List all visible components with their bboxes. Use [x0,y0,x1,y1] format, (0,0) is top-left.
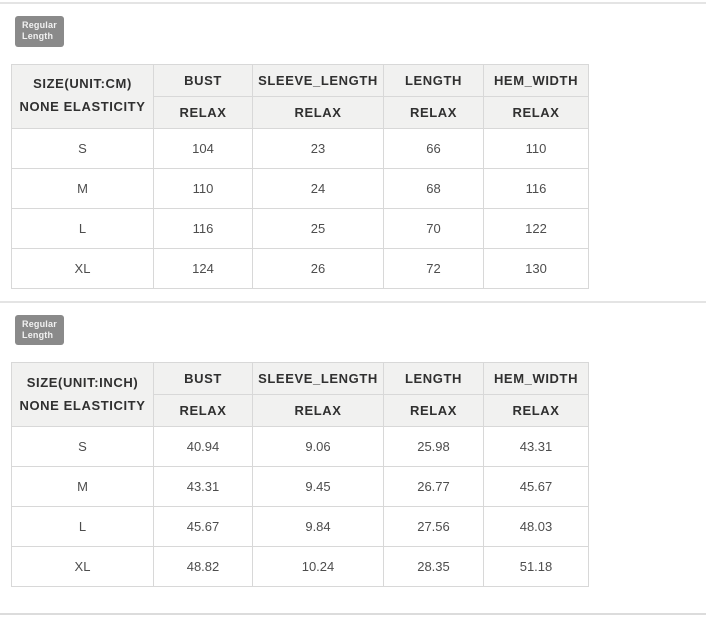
value-cell: 24 [252,167,384,209]
regular-length-badge: Regular Length [15,16,64,47]
table-row-xl: XL 48.82 10.24 28.35 51.18 [11,546,589,587]
table-row-xl: XL 124 26 72 130 [11,247,589,289]
size-chart-section-inch: Regular Length SIZE(UNIT:INCH) NONE ELAS… [0,303,706,587]
column-header-hem-width: HEM_WIDTH [483,63,589,97]
table-row-l: L 45.67 9.84 27.56 48.03 [11,506,589,547]
header-row-main: SIZE(UNIT:INCH) NONE ELASTICITY BUST SLE… [11,362,589,427]
bottom-divider [0,613,706,615]
value-cell: 27.56 [383,506,484,547]
column-header-bust: BUST [153,63,253,97]
table-row-m: M 43.31 9.45 26.77 45.67 [11,466,589,507]
value-cell: 45.67 [153,506,253,547]
table-row-m: M 110 24 68 116 [11,167,589,209]
value-cell: 26 [252,247,384,289]
corner-header-inch: SIZE(UNIT:INCH) NONE ELASTICITY [11,362,154,427]
sub-header-relax: RELAX [252,95,384,129]
value-cell: 104 [153,127,253,169]
value-cell: 116 [153,207,253,249]
corner-header-line-2: NONE ELASTICITY [19,99,146,114]
value-cell: 124 [153,247,253,289]
table-row-l: L 116 25 70 122 [11,207,589,249]
value-cell: 72 [383,247,484,289]
size-cell: S [11,127,154,169]
value-cell: 43.31 [483,426,589,467]
size-cell: M [11,167,154,209]
value-cell: 23 [252,127,384,169]
sub-header-relax: RELAX [383,394,484,427]
size-cell: XL [11,546,154,587]
sub-header-relax: RELAX [153,95,253,129]
value-cell: 40.94 [153,426,253,467]
badge-line-2: Length [22,329,54,340]
table-row-s: S 104 23 66 110 [11,127,589,169]
table-row-s: S 40.94 9.06 25.98 43.31 [11,426,589,467]
sub-header-relax: RELAX [153,394,253,427]
value-cell: 48.82 [153,546,253,587]
value-cell: 9.84 [252,506,384,547]
value-cell: 48.03 [483,506,589,547]
value-cell: 110 [483,127,589,169]
size-table-inch: SIZE(UNIT:INCH) NONE ELASTICITY BUST SLE… [11,362,589,587]
column-header-hem-width: HEM_WIDTH [483,362,589,395]
value-cell: 110 [153,167,253,209]
badge-line-1: Regular [22,20,57,30]
value-cell: 25.98 [383,426,484,467]
corner-header-line-2: NONE ELASTICITY [19,397,146,413]
value-cell: 122 [483,207,589,249]
column-header-sleeve-length: SLEEVE_LENGTH [252,362,384,395]
value-cell: 26.77 [383,466,484,507]
column-header-length: LENGTH [383,362,484,395]
corner-header-line-1: SIZE(UNIT:INCH) [26,374,139,390]
size-cell: L [11,506,154,547]
value-cell: 25 [252,207,384,249]
value-cell: 116 [483,167,589,209]
header-row-relax: RELAX RELAX RELAX RELAX [12,95,589,129]
badge-line-2: Length [22,31,54,42]
size-chart-section-cm: Regular Length SIZE(UNIT:CM) NONE ELASTI… [0,4,706,289]
corner-header-cm: SIZE(UNIT:CM) NONE ELASTICITY [11,63,154,129]
sub-header-relax: RELAX [383,95,484,129]
value-cell: 9.45 [252,466,384,507]
value-cell: 70 [383,207,484,249]
header-row-main: SIZE(UNIT:CM) NONE ELASTICITY BUST SLEEV… [11,63,589,129]
value-cell: 9.06 [252,426,384,467]
badge-line-1: Regular [22,318,57,329]
value-cell: 130 [483,247,589,289]
corner-header-line-1: SIZE(UNIT:CM) [33,76,132,92]
sub-header-relax: RELAX [483,95,589,129]
header-row-relax: RELAX RELAX RELAX RELAX [12,394,589,427]
value-cell: 28.35 [383,546,484,587]
column-header-length: LENGTH [383,63,484,97]
size-cell: M [11,466,154,507]
value-cell: 68 [383,167,484,209]
value-cell: 51.18 [483,546,589,587]
value-cell: 10.24 [252,546,384,587]
regular-length-badge: Regular Length [15,314,64,345]
size-cell: S [11,426,154,467]
size-cell: L [11,207,154,249]
value-cell: 43.31 [153,466,253,507]
top-divider [0,2,706,4]
section-divider [0,300,706,303]
size-cell: XL [11,247,154,289]
column-header-sleeve-length: SLEEVE_LENGTH [252,63,384,97]
sub-header-relax: RELAX [252,394,384,427]
value-cell: 45.67 [483,466,589,507]
size-table-cm: SIZE(UNIT:CM) NONE ELASTICITY BUST SLEEV… [11,63,589,289]
value-cell: 66 [383,127,484,169]
sub-header-relax: RELAX [483,394,589,427]
column-header-bust: BUST [153,362,253,395]
